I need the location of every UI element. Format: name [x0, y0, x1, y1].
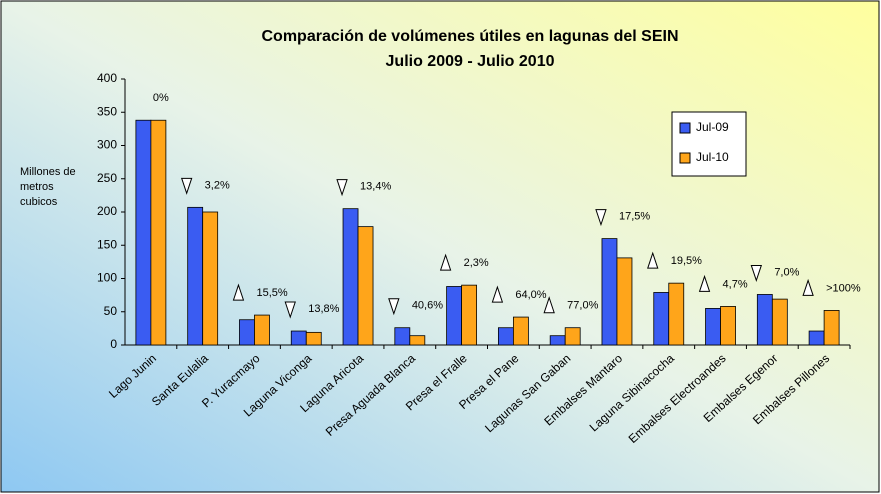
bar	[357, 226, 374, 346]
annotation: 40,6%	[412, 300, 443, 312]
bar	[305, 331, 322, 346]
trend-triangle	[232, 283, 245, 301]
annotation: >100%	[826, 282, 861, 294]
bar	[446, 286, 463, 346]
bar	[394, 327, 411, 346]
annotation: 0%	[153, 92, 169, 104]
bar	[823, 310, 840, 346]
legend-swatch	[679, 122, 691, 134]
bar	[668, 282, 685, 346]
bar	[616, 257, 633, 346]
y-tick-label: 350	[97, 104, 117, 118]
annotation: 2,3%	[464, 257, 489, 269]
trend-triangle	[284, 301, 296, 319]
trend-triangle	[336, 179, 348, 197]
bar	[497, 327, 514, 346]
legend-label: Jul-10	[696, 150, 729, 164]
bar	[135, 119, 152, 346]
bar	[564, 327, 581, 346]
trend-triangle	[802, 278, 814, 296]
annotation: 15,5%	[256, 287, 287, 299]
chart-subtitle: Julio 2009 - Julio 2010	[386, 53, 555, 70]
chart-title: Comparación de volúmenes útiles en lagun…	[262, 28, 679, 45]
bar	[461, 284, 478, 346]
bar	[187, 206, 204, 346]
trend-triangle	[543, 296, 555, 314]
bar	[409, 335, 426, 346]
bar	[254, 314, 270, 346]
bar	[290, 330, 307, 346]
trend-triangle	[388, 298, 400, 316]
y-tick-label: 300	[97, 138, 117, 152]
annotation: 64,0%	[515, 289, 546, 301]
trend-triangle	[647, 251, 659, 269]
annotation: 17,5%	[619, 211, 650, 223]
trend-triangle	[750, 264, 763, 283]
annotation: 7,0%	[774, 266, 799, 278]
bar	[512, 316, 529, 346]
trend-triangle	[595, 209, 607, 227]
bar	[808, 330, 825, 346]
y-tick-label: 100	[97, 271, 117, 285]
legend-label: Jul-09	[696, 120, 729, 134]
y-tick-label: 50	[104, 304, 118, 318]
annotation: 13,8%	[308, 303, 339, 315]
annotation: 77,0%	[567, 300, 598, 312]
bar	[150, 119, 167, 346]
trend-triangle	[491, 285, 504, 303]
annotation: 4,7%	[723, 278, 748, 290]
y-tick-label: 400	[97, 71, 117, 85]
trend-triangle	[439, 253, 452, 271]
y-axis-label: Millones de metros cubicos	[20, 166, 76, 208]
legend-swatch	[679, 152, 691, 164]
y-tick-label: 0	[110, 337, 117, 351]
bar	[342, 208, 359, 346]
bar	[705, 308, 721, 346]
bar	[202, 211, 219, 346]
bar	[239, 319, 255, 346]
y-tick-label: 150	[97, 237, 117, 251]
annotation: 13,4%	[360, 181, 391, 193]
y-tick-label: 250	[97, 171, 117, 185]
annotation: 19,5%	[671, 255, 702, 267]
bar	[756, 294, 773, 346]
trend-triangle	[180, 177, 193, 195]
bar	[601, 238, 618, 346]
bar	[720, 306, 736, 346]
bar	[549, 335, 566, 346]
bar	[653, 292, 670, 346]
annotation: 3,2%	[205, 179, 230, 191]
trend-triangle	[698, 274, 711, 292]
y-tick-label: 200	[97, 204, 117, 218]
bar	[771, 298, 788, 346]
